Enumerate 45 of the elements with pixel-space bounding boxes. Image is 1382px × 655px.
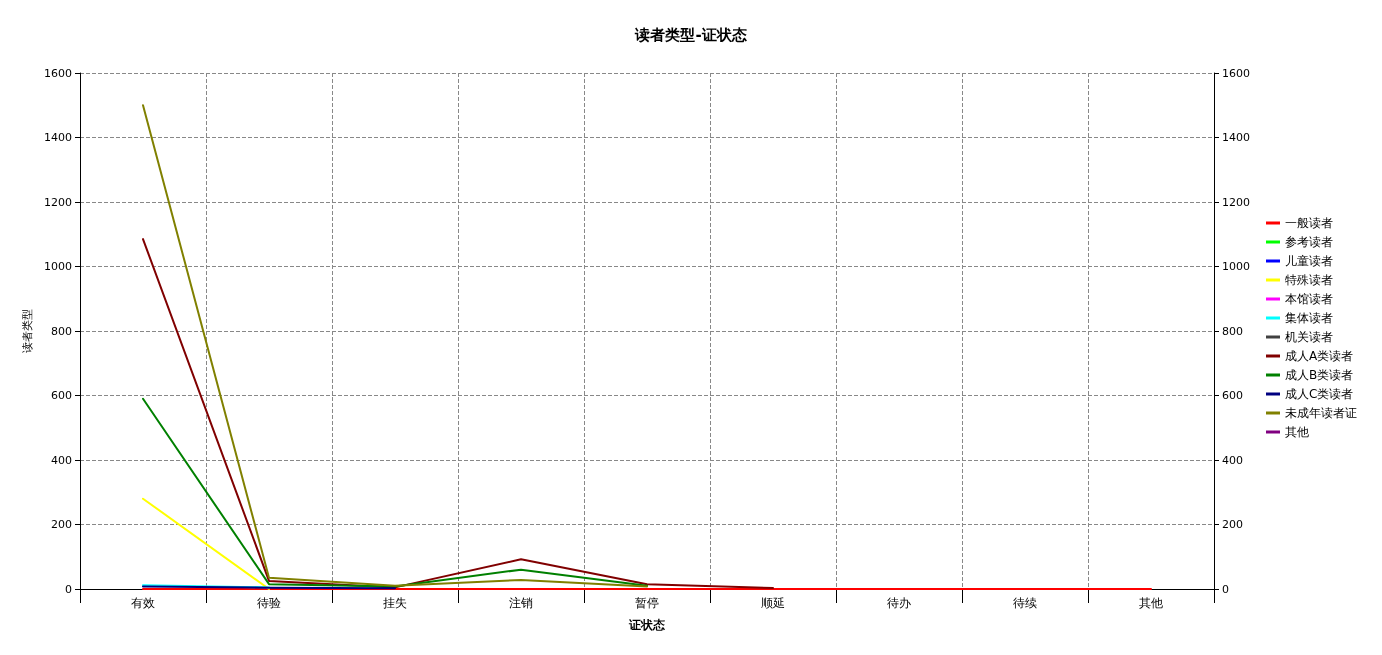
x-tick-label: 暂停	[635, 596, 659, 610]
legend-label: 机关读者	[1285, 330, 1333, 344]
legend-label: 未成年读者证	[1285, 406, 1357, 420]
line-series	[142, 104, 648, 588]
x-axis-title: 证状态	[628, 618, 666, 632]
x-tick-label: 待续	[1013, 596, 1037, 610]
y-tick-label: 200	[51, 518, 72, 531]
y-axis-title: 读者类型	[21, 309, 35, 353]
y2-tick-label: 800	[1222, 324, 1243, 338]
y2-tick-label: 200	[1222, 518, 1243, 531]
y-tick-label: 800	[51, 324, 72, 338]
x-tick-label: 待验	[257, 596, 281, 610]
legend-label: 一般读者	[1285, 216, 1333, 230]
y2-tick-label: 1400	[1222, 131, 1250, 144]
legend-label: 集体读者	[1285, 311, 1333, 325]
x-tick-label: 注销	[509, 596, 533, 610]
y-tick-label: 400	[51, 453, 72, 467]
y2-tick-label: 0	[1222, 582, 1229, 596]
x-tick-label: 待办	[887, 596, 911, 610]
y-tick-label: 1600	[44, 66, 72, 80]
y2-tick-label: 600	[1222, 389, 1243, 402]
y-tick-label: 1400	[44, 131, 72, 144]
y-tick-label: 1200	[44, 195, 72, 209]
legend-label: 其他	[1285, 425, 1309, 439]
line-series	[142, 397, 648, 588]
legend-label: 成人A类读者	[1285, 349, 1354, 363]
y2-tick-label: 1000	[1222, 260, 1250, 273]
y-tick-label: 1000	[44, 260, 72, 273]
x-tick-label: 挂失	[383, 596, 407, 610]
legend-label: 儿童读者	[1285, 254, 1333, 268]
legend-label: 成人B类读者	[1285, 368, 1354, 382]
legend-label: 本馆读者	[1285, 292, 1333, 306]
chart-title: 读者类型-证状态	[634, 25, 747, 44]
x-tick-label: 其他	[1139, 596, 1163, 610]
x-tick-label: 有效	[131, 596, 155, 610]
line-series	[142, 238, 774, 590]
y-tick-label: 600	[51, 389, 72, 402]
y-tick-label: 0	[65, 582, 72, 596]
x-tick-label: 顺延	[761, 596, 785, 610]
legend-label: 特殊读者	[1285, 273, 1333, 287]
y2-tick-label: 400	[1222, 453, 1243, 467]
legend-label: 参考读者	[1285, 235, 1333, 249]
y2-tick-label: 1600	[1222, 66, 1250, 80]
legend-label: 成人C类读者	[1285, 387, 1354, 401]
y2-tick-label: 1200	[1222, 195, 1250, 209]
